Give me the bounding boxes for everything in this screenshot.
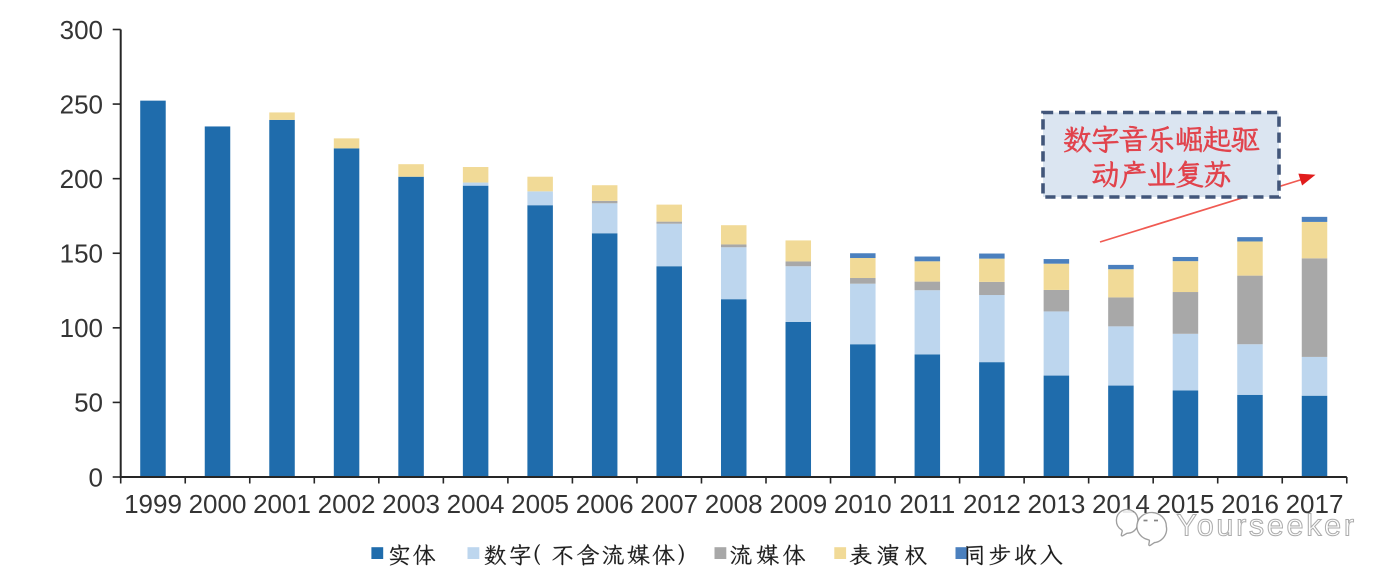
svg-text:2007: 2007: [640, 489, 698, 519]
svg-text:2005: 2005: [511, 489, 569, 519]
svg-text:2015: 2015: [1156, 489, 1214, 519]
svg-text:250: 250: [60, 89, 103, 119]
svg-text:50: 50: [74, 388, 103, 418]
svg-text:2000: 2000: [189, 489, 247, 519]
svg-text:2003: 2003: [382, 489, 440, 519]
svg-text:2001: 2001: [253, 489, 311, 519]
svg-text:1999: 1999: [124, 489, 182, 519]
svg-text:2011: 2011: [899, 489, 955, 519]
svg-text:2010: 2010: [834, 489, 892, 519]
svg-text:2017: 2017: [1286, 489, 1344, 519]
svg-text:2006: 2006: [576, 489, 634, 519]
svg-text:2009: 2009: [769, 489, 827, 519]
svg-text:150: 150: [60, 239, 103, 269]
svg-text:100: 100: [60, 313, 103, 343]
svg-text:2016: 2016: [1221, 489, 1279, 519]
svg-text:2004: 2004: [447, 489, 505, 519]
svg-text:Yourseeker: Yourseeker: [1177, 509, 1357, 543]
svg-text:2013: 2013: [1027, 489, 1085, 519]
svg-text:300: 300: [60, 15, 103, 45]
svg-text:2008: 2008: [705, 489, 763, 519]
svg-text:0: 0: [89, 462, 103, 492]
svg-text:2012: 2012: [963, 489, 1021, 519]
svg-text:2002: 2002: [318, 489, 376, 519]
svg-text:200: 200: [60, 164, 103, 194]
